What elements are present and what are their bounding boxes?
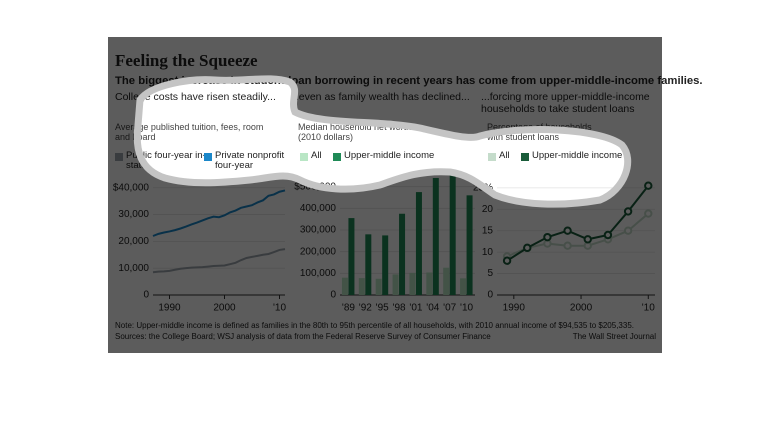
bar bbox=[399, 213, 406, 295]
legend-label: Private nonprofit four-year bbox=[215, 151, 285, 172]
data-point bbox=[644, 209, 653, 218]
x-tick-label: '10 bbox=[273, 303, 286, 314]
y-tick-label: 10 bbox=[482, 247, 494, 258]
x-tick-label: '98 bbox=[393, 303, 406, 314]
axis-label-box: Average published tuition, fees, room an… bbox=[115, 123, 264, 142]
y-tick-label: 200,000 bbox=[300, 246, 337, 257]
x-tick-label: '01 bbox=[409, 303, 422, 314]
title: Feeling the Squeeze bbox=[115, 51, 258, 70]
bar bbox=[432, 178, 439, 295]
y-tick-label: $500,000 bbox=[294, 181, 336, 192]
legend-label: Upper-middle income bbox=[532, 151, 623, 161]
y-tick-label: $40,000 bbox=[113, 182, 150, 193]
axis-label: Average published tuition, fees, room an… bbox=[115, 123, 264, 142]
data-point bbox=[583, 235, 592, 244]
legend-swatch bbox=[488, 153, 496, 161]
data-point bbox=[523, 243, 532, 253]
panel-header-box: ...forcing more upper-middle-income hous… bbox=[481, 92, 650, 115]
legend-label-box: Upper-middle income bbox=[344, 151, 435, 161]
data-point bbox=[644, 181, 653, 190]
data-point bbox=[543, 232, 552, 242]
y-tick-label: 20,000 bbox=[118, 236, 149, 247]
subtitle: The biggest increase in student-loan bor… bbox=[115, 75, 703, 87]
bar bbox=[375, 278, 382, 295]
data-point bbox=[623, 207, 633, 216]
bar bbox=[409, 272, 416, 295]
bar bbox=[426, 272, 433, 295]
y-tick-label: 0 bbox=[143, 290, 149, 301]
x-tick-label: '10 bbox=[460, 303, 473, 314]
data-point bbox=[502, 256, 512, 265]
data-point bbox=[563, 226, 572, 235]
bar bbox=[415, 192, 422, 295]
panel-header: ...forcing more upper-middle-income hous… bbox=[481, 92, 650, 115]
credit: The Wall Street Journal bbox=[573, 332, 657, 341]
axis-label-box: Median household net worth (2010 dollars… bbox=[298, 123, 412, 142]
x-tick-label: '92 bbox=[359, 303, 372, 314]
x-tick-label: '95 bbox=[376, 303, 389, 314]
bar bbox=[358, 278, 365, 295]
y-tick-label: 5 bbox=[487, 268, 493, 279]
y-tick-label: 0 bbox=[487, 290, 493, 301]
x-tick-label: 2000 bbox=[570, 303, 593, 314]
y-tick-label: 30,000 bbox=[118, 209, 149, 220]
y-tick-label: 15 bbox=[482, 225, 494, 236]
data-point bbox=[623, 226, 633, 235]
bar bbox=[365, 234, 372, 295]
panel-header-box: College costs have risen steadily... bbox=[115, 92, 276, 103]
bar bbox=[449, 171, 456, 295]
y-tick-label: 25% bbox=[473, 182, 493, 193]
x-tick-label: '89 bbox=[342, 303, 355, 314]
legend-swatch bbox=[300, 153, 308, 161]
x-tick-label: '04 bbox=[426, 303, 439, 314]
legend-label-box: Private nonprofit four-year bbox=[215, 151, 285, 172]
note: Note: Upper-middle income is defined as … bbox=[115, 321, 634, 330]
legend-label-box: Public four-year in-state bbox=[126, 151, 206, 172]
axis-label-box: Percentage of households with student lo… bbox=[487, 123, 592, 142]
y-tick-label: 20 bbox=[482, 204, 494, 215]
y-tick-label: 300,000 bbox=[300, 225, 337, 236]
x-tick-label: '07 bbox=[443, 303, 456, 314]
panel-header: ...even as family wealth has declined... bbox=[290, 92, 470, 103]
legend-swatch bbox=[204, 153, 212, 161]
y-tick-label: 10,000 bbox=[118, 263, 149, 274]
x-tick-label: '10 bbox=[642, 303, 655, 314]
legend-label: Public four-year in-state bbox=[126, 151, 206, 172]
axis-label: Median household net worth (2010 dollars… bbox=[298, 123, 412, 142]
axis-label: Percentage of households with student lo… bbox=[487, 123, 592, 142]
bar bbox=[341, 277, 348, 295]
y-tick-label: 100,000 bbox=[300, 268, 337, 279]
legend-swatch bbox=[521, 153, 529, 161]
bar bbox=[460, 278, 467, 295]
bar bbox=[382, 235, 389, 295]
x-tick-label: 2000 bbox=[213, 303, 236, 314]
bar bbox=[466, 195, 473, 295]
bar bbox=[392, 274, 399, 295]
legend-swatch bbox=[333, 153, 341, 161]
legend-label-box: Upper-middle income bbox=[532, 151, 623, 161]
bar bbox=[443, 267, 450, 295]
data-point bbox=[603, 230, 613, 240]
data-point bbox=[563, 241, 572, 250]
panel-header: College costs have risen steadily... bbox=[115, 92, 276, 103]
y-tick-label: 0 bbox=[330, 290, 336, 301]
legend-swatch bbox=[115, 153, 123, 161]
y-tick-label: 400,000 bbox=[300, 203, 337, 214]
x-tick-label: 1990 bbox=[503, 303, 526, 314]
x-tick-label: 1990 bbox=[158, 303, 181, 314]
legend-label: Upper-middle income bbox=[344, 151, 435, 161]
bar bbox=[348, 218, 355, 295]
panel-header-box: ...even as family wealth has declined... bbox=[290, 92, 470, 103]
source: Sources: the College Board; WSJ analysis… bbox=[115, 332, 491, 341]
